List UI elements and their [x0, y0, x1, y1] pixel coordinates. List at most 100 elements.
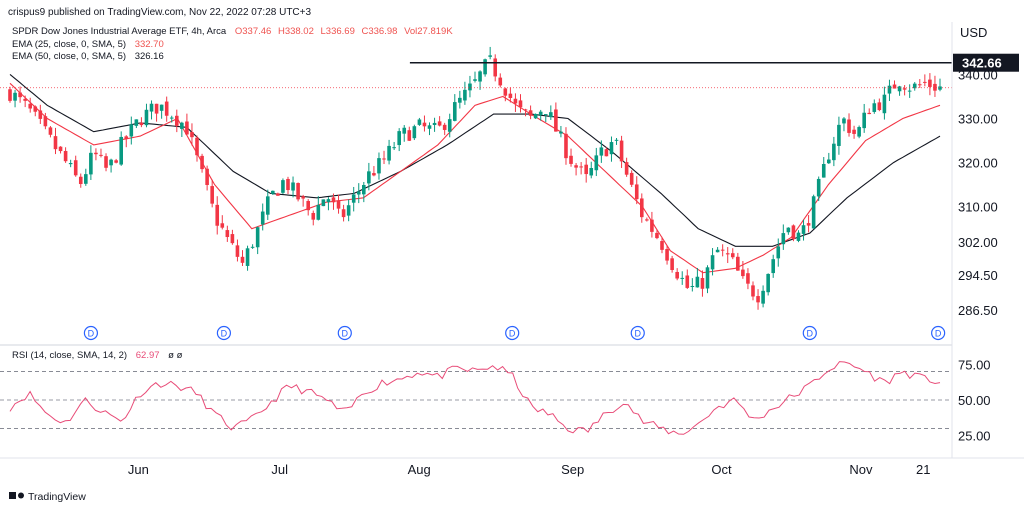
dividend-marker-letter: D [807, 329, 814, 339]
candle [78, 176, 83, 185]
candle [382, 158, 386, 160]
candle [639, 198, 644, 218]
ema25-legend: EMA (25, close, 0, SMA, 5) 332.70 [12, 39, 164, 50]
candle [806, 223, 811, 226]
ema25-value: 332.70 [135, 39, 164, 50]
candle [543, 114, 548, 116]
candle [397, 131, 401, 146]
candle [680, 277, 685, 279]
dividend-marker-letter: D [509, 329, 516, 339]
candle [392, 147, 396, 149]
rsi-tick-label: 25.00 [958, 429, 991, 444]
candle [579, 166, 583, 168]
candle [660, 241, 664, 250]
symbol-text: SPDR Dow Jones Industrial Average ETF, 4… [12, 26, 453, 37]
rsi-tick-label: 75.00 [958, 357, 991, 372]
rsi-line-group [9, 361, 941, 435]
time-tick-label: 21 [916, 462, 930, 477]
dividend-marker [931, 325, 946, 341]
candle [134, 119, 139, 126]
time-tick-label: Aug [408, 462, 431, 477]
candle [311, 212, 316, 220]
candle [847, 119, 851, 133]
candle [94, 152, 98, 155]
dividend-marker [337, 325, 352, 341]
ohlc-volume: Vol27.819K [404, 26, 453, 37]
candle [437, 121, 442, 126]
candle [28, 103, 33, 109]
candle [43, 116, 48, 127]
candle [235, 245, 240, 257]
rsi-label: RSI (14, close, SMA, 14, 2) [12, 350, 127, 361]
candle [751, 285, 755, 297]
candle [58, 146, 63, 152]
ohlc-high: H338.02 [278, 26, 314, 37]
candle [205, 168, 209, 185]
candle [584, 164, 588, 175]
resistance-line-group: 342.66 [0, 53, 1019, 89]
brand-text: TradingView [28, 491, 86, 503]
ohlc-close: C336.98 [362, 26, 398, 37]
candle [53, 136, 58, 150]
price-tick-label: 294.50 [958, 268, 998, 283]
candle [816, 178, 821, 197]
candles [8, 46, 942, 310]
candle [185, 121, 189, 135]
candle [286, 178, 290, 191]
time-tick-label: Nov [849, 462, 873, 477]
candle [720, 249, 725, 251]
candle [321, 199, 326, 207]
candle [528, 110, 533, 116]
candle [842, 118, 846, 124]
candle [336, 200, 341, 209]
candle [549, 112, 553, 118]
candle [351, 194, 356, 203]
candle [63, 150, 68, 162]
candle [518, 100, 523, 108]
dividend-marker [83, 325, 99, 341]
time-tick-label: Sep [561, 462, 584, 477]
candle [746, 273, 750, 284]
candle [892, 84, 897, 89]
candle [159, 104, 164, 111]
candle [84, 174, 88, 184]
candle [902, 88, 907, 90]
candle [195, 137, 199, 156]
candle [442, 124, 447, 130]
candle [715, 249, 720, 253]
candle [13, 92, 17, 101]
candle [331, 197, 336, 203]
rsi-line [9, 361, 941, 435]
candle [104, 156, 108, 168]
candle [634, 184, 639, 200]
price-tick-label: 286.50 [958, 303, 998, 318]
candle [538, 111, 543, 116]
candle [260, 211, 265, 225]
candle [574, 165, 578, 168]
candle [276, 193, 280, 196]
dividend-marker [216, 325, 231, 341]
candle [589, 168, 594, 176]
candle [38, 110, 43, 119]
ema50-label: EMA (50, close, 0, SMA, 5) [12, 51, 126, 62]
candle [215, 204, 220, 226]
dividend-marker [802, 325, 817, 341]
candle [463, 89, 467, 101]
candle [407, 130, 412, 141]
candle [670, 258, 674, 271]
candle [756, 296, 760, 303]
candle [695, 276, 700, 288]
candle [675, 271, 679, 279]
candle [766, 273, 770, 293]
symbol-name: SPDR Dow Jones Industrial Average ETF, 4… [12, 26, 227, 37]
candle [872, 103, 877, 112]
candle [503, 88, 508, 96]
candle [114, 160, 118, 163]
candle [599, 147, 604, 156]
candle [827, 159, 831, 164]
candle [245, 248, 250, 266]
candle [296, 183, 300, 200]
candle [346, 205, 351, 216]
candle [645, 219, 649, 221]
